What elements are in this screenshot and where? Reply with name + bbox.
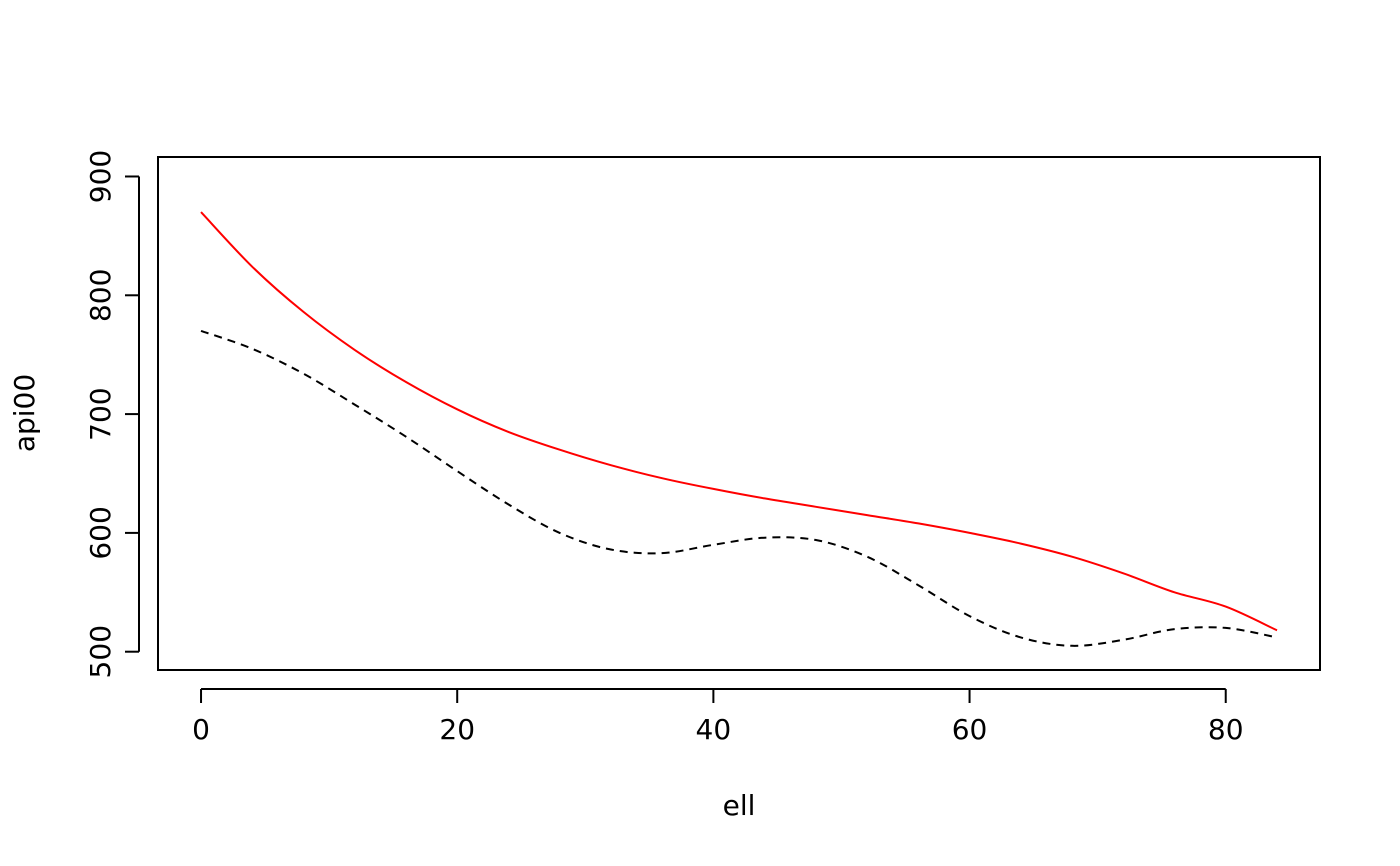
x-axis-title: ell [723, 789, 756, 822]
series-line-2 [200, 329, 1278, 647]
x-tick-label: 60 [952, 713, 988, 746]
series-layer [200, 211, 1278, 647]
x-tick-label: 0 [192, 713, 210, 746]
y-tick-label: 600 [84, 506, 117, 559]
plot-frame [157, 156, 1321, 671]
x-tick-label: 20 [439, 713, 475, 746]
x-tick-label: 80 [1208, 713, 1244, 746]
y-axis-title: api00 [8, 374, 41, 452]
series-line-1 [200, 211, 1278, 632]
y-tick-label: 800 [84, 269, 117, 322]
y-tick-label: 900 [84, 150, 117, 203]
x-tick-label: 40 [696, 713, 732, 746]
y-tick-label: 700 [84, 387, 117, 440]
y-tick-label: 500 [84, 625, 117, 678]
x-axis: 0 20 40 60 80 [192, 688, 1244, 746]
y-axis: 500 600 700 800 900 [84, 150, 140, 678]
